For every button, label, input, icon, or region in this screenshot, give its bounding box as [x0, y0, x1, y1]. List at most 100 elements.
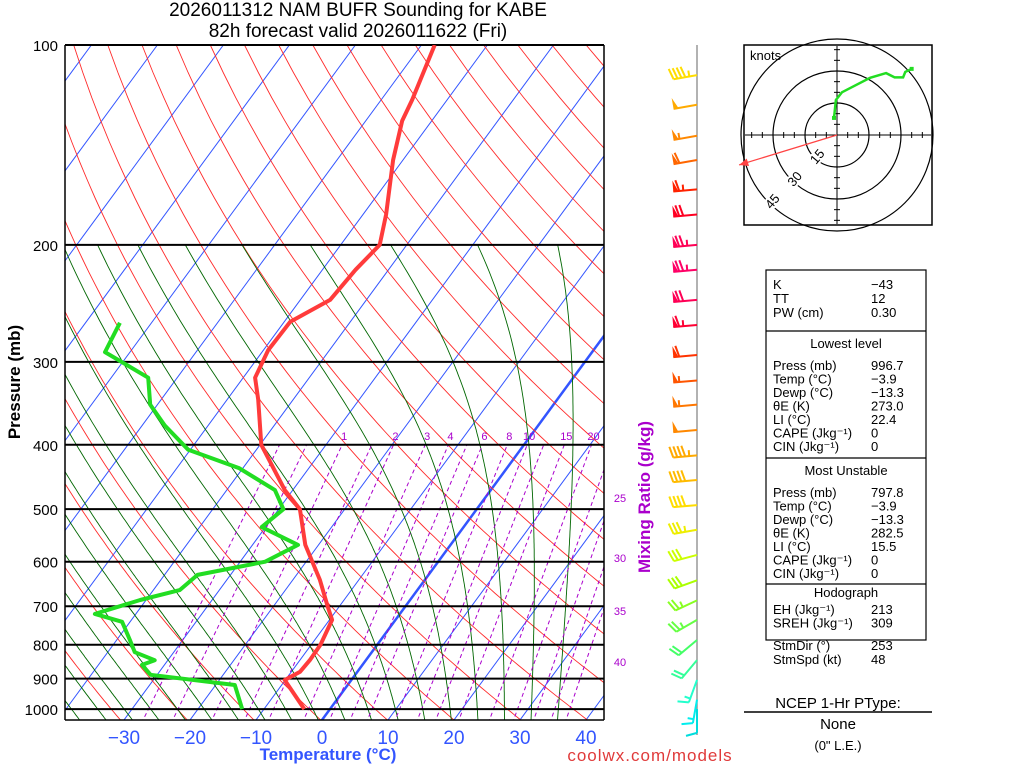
- wind-barb-pennant: [672, 372, 678, 383]
- pressure-tick-label: 1000: [25, 702, 58, 719]
- mixing-ratio-line: [349, 445, 467, 723]
- wind-barb-feather: [681, 446, 685, 457]
- wind-barb-feather: [686, 733, 697, 736]
- wind-barb-pennant: [672, 98, 679, 109]
- isotherm: [122, 45, 620, 723]
- index-label: PW (cm): [773, 305, 824, 320]
- mixing-ratio-line: [488, 445, 591, 723]
- wind-barb: [672, 260, 697, 272]
- wind-barb: [672, 421, 697, 432]
- mixing-ratio-tick-label: 15: [560, 431, 572, 443]
- pressure-tick-label: 300: [33, 355, 58, 372]
- wind-barb: [668, 620, 697, 632]
- wind-barb-pennant: [672, 421, 678, 432]
- temperature-tick-label: −30: [108, 728, 140, 749]
- section-title: Hodograph: [814, 585, 878, 600]
- wind-barb: [672, 98, 697, 109]
- mixing-ratio-line: [533, 445, 631, 723]
- index-value: 48: [871, 652, 885, 667]
- wind-barb-half-feather: [678, 133, 679, 139]
- isotherm: [56, 45, 554, 723]
- mixing-ratio-side-label: 35: [614, 606, 626, 618]
- wind-barb: [672, 396, 697, 407]
- index-label: StmDir (°): [773, 638, 830, 653]
- wind-barb-half-feather: [685, 697, 691, 699]
- dewpoint-line: [95, 323, 298, 709]
- wind-barb: [672, 153, 697, 164]
- index-value: 0: [871, 439, 878, 454]
- wind-barb-half-feather: [689, 450, 690, 456]
- mixing-ratio-side-label: 25: [614, 493, 626, 505]
- mixing-ratio-tick-label: 8: [506, 431, 512, 443]
- mixing-ratio-tick-label: 2: [392, 431, 398, 443]
- wind-barb-half-feather: [688, 71, 689, 77]
- wind-barb: [672, 235, 697, 247]
- mixing-ratio-axis-label: Mixing Ratio (g/kg): [635, 421, 654, 573]
- wind-barb: [669, 470, 697, 482]
- index-value: −43: [871, 277, 893, 292]
- wind-barb: [672, 316, 697, 327]
- index-label: CIN (Jkg⁻¹): [773, 439, 839, 454]
- wind-barb: [669, 67, 697, 79]
- wind-barb-feather: [679, 260, 683, 271]
- wind-barb-feather: [679, 290, 683, 301]
- index-label: K: [773, 277, 782, 292]
- wind-barb-feather: [669, 447, 673, 458]
- wind-barb: [669, 446, 697, 458]
- isotherm: [0, 45, 289, 723]
- pressure-tick-label: 700: [33, 599, 58, 616]
- pressure-tick-label: 500: [33, 502, 58, 519]
- wind-barb-feather: [673, 471, 677, 482]
- index-label: TT: [773, 291, 789, 306]
- wind-barb-feather: [669, 471, 673, 482]
- index-label: CIN (Jkg⁻¹): [773, 566, 839, 581]
- wind-barb-half-feather: [683, 320, 684, 326]
- wind-barb-feather: [679, 235, 683, 246]
- dry-adiabat: [0, 45, 257, 723]
- isotherm: [0, 45, 355, 723]
- ptype-panel: NCEP 1-Hr PType: None (0" L.E.): [744, 695, 932, 753]
- moist-adiabat: [185, 245, 425, 723]
- mixing-ratio-tick-label: 4: [447, 431, 453, 443]
- wind-barb: [669, 640, 697, 655]
- wind-barb: [682, 700, 697, 724]
- title-line2: 82h forecast valid 2026011622 (Fri): [209, 21, 508, 42]
- dry-adiabat: [176, 45, 792, 723]
- moist-adiabat: [0, 245, 188, 723]
- credit-text: coolwx.com/models: [567, 746, 732, 765]
- pressure-tick-label: 800: [33, 638, 58, 655]
- indices-panel: K −43 TT 12 PW (cm) 0.30 Lowest level Most Unst…: [766, 270, 926, 667]
- mixing-ratio-line: [243, 445, 372, 723]
- wind-barb: [672, 180, 697, 191]
- wind-barb: [672, 346, 697, 357]
- temperature-tick-label: 20: [443, 728, 464, 749]
- wind-barb-feather: [677, 471, 681, 482]
- section-title: Most Unstable: [804, 463, 887, 478]
- pressure-tick-label: 600: [33, 555, 58, 572]
- wind-barb-half-feather: [679, 400, 680, 406]
- wind-barb: [671, 660, 697, 678]
- wind-barb-half-feather: [679, 376, 680, 382]
- ptype-title: NCEP 1-Hr PType:: [775, 695, 901, 712]
- index-value: 12: [871, 291, 885, 306]
- section-title: Lowest level: [810, 336, 882, 351]
- pressure-tick-label: 900: [33, 672, 58, 689]
- wind-barb: [672, 290, 697, 302]
- mixing-ratio-tick-label: 6: [481, 431, 487, 443]
- title-line1: 2026011312 NAM BUFR Sounding for KABE: [169, 0, 547, 21]
- mixing-ratio-side-label: 30: [614, 553, 626, 565]
- index-label: SREH (Jkg⁻¹): [773, 616, 853, 631]
- wind-barb-half-feather: [684, 526, 685, 532]
- temperature-tick-label: 30: [509, 728, 530, 749]
- wind-barb: [669, 522, 697, 534]
- hodograph-end-marker: [910, 67, 914, 71]
- index-value: 0.30: [871, 305, 896, 320]
- wind-barb-feather: [677, 446, 681, 457]
- mixing-ratio-line: [366, 445, 482, 723]
- mixing-ratio-side-label: 40: [614, 657, 626, 669]
- wind-barb-half-feather: [687, 265, 688, 271]
- wind-barb-feather: [681, 495, 685, 506]
- y-axis-label: Pressure (mb): [5, 325, 24, 439]
